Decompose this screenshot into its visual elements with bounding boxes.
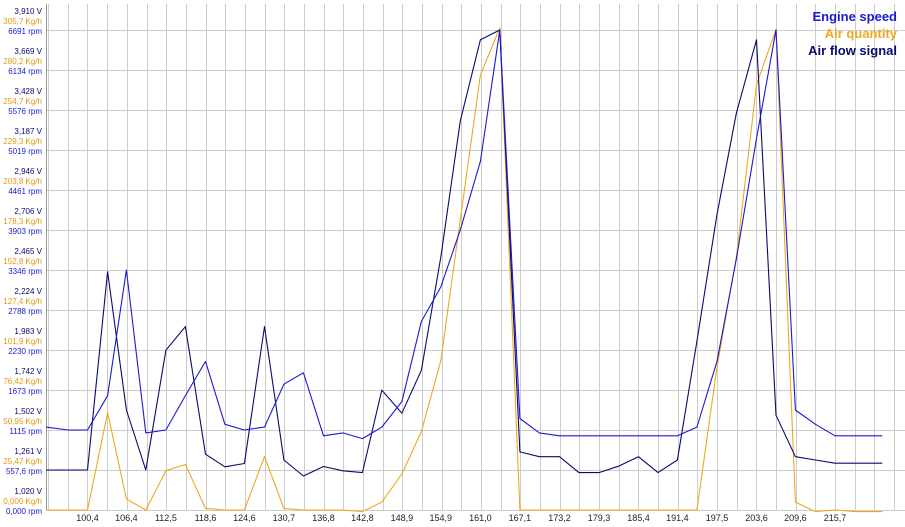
y-tick-engine-speed: 1673 rpm [8, 387, 42, 396]
y-tick-engine-speed: 2788 rpm [8, 307, 42, 316]
x-tick-label: 215,7 [824, 513, 847, 523]
y-tick-voltage: 1,261 V [14, 447, 42, 456]
y-tick-voltage: 1,502 V [14, 407, 42, 416]
x-tick-label: 197,5 [706, 513, 729, 523]
y-tick-voltage: 2,946 V [14, 167, 42, 176]
y-tick-voltage: 3,428 V [14, 87, 42, 96]
x-tick-label: 106,4 [115, 513, 138, 523]
x-tick-label: 173,2 [548, 513, 571, 523]
y-tick-voltage: 2,465 V [14, 247, 42, 256]
x-tick-label: 203,6 [745, 513, 768, 523]
x-tick-label: 130,7 [273, 513, 296, 523]
x-tick-label: 191,4 [666, 513, 689, 523]
y-tick-air-quantity: 101,9 Kg/h [3, 337, 42, 346]
x-tick-label: 148,9 [391, 513, 414, 523]
y-tick-voltage: 3,187 V [14, 127, 42, 136]
y-tick-voltage: 1,020 V [14, 487, 42, 496]
series-air-flow-signal [46, 29, 883, 477]
y-tick-air-quantity: 76,42 Kg/h [3, 377, 42, 386]
y-tick-air-quantity: 229,3 Kg/h [3, 137, 42, 146]
legend-engine-speed: Engine speed [812, 9, 897, 24]
y-tick-voltage: 2,706 V [14, 207, 42, 216]
y-tick-air-quantity: 178,3 Kg/h [3, 217, 42, 226]
grid [46, 4, 905, 511]
x-axis-labels: 100,4 106,4 112,5 118,6 124,6 130,7 136,8 142,8… [76, 513, 846, 523]
y-tick-engine-speed: 0,000 rpm [6, 507, 42, 516]
x-tick-label: 179,3 [588, 513, 611, 523]
y-tick-voltage: 3,910 V [14, 7, 42, 16]
y-tick-engine-speed: 5019 rpm [8, 147, 42, 156]
y-tick-engine-speed: 557,6 rpm [6, 467, 42, 476]
x-tick-label: 124,6 [233, 513, 256, 523]
x-tick-label: 112,5 [155, 513, 177, 523]
y-tick-air-quantity: 0,000 Kg/h [3, 497, 42, 506]
x-tick-label: 100,4 [76, 513, 99, 523]
y-tick-voltage: 1,742 V [14, 367, 42, 376]
x-tick-label: 161,0 [469, 513, 492, 523]
y-tick-voltage: 2,224 V [14, 287, 42, 296]
x-tick-label: 136,8 [312, 513, 335, 523]
x-tick-label: 118,6 [195, 513, 217, 523]
y-tick-engine-speed: 3903 rpm [8, 227, 42, 236]
y-tick-engine-speed: 6134 rpm [8, 67, 42, 76]
y-tick-air-quantity: 50,95 Kg/h [3, 417, 42, 426]
y-tick-engine-speed: 6691 rpm [8, 27, 42, 36]
y-tick-engine-speed: 2230 rpm [8, 347, 42, 356]
y-axis-labels: 1,020 V0,000 Kg/h0,000 rpm 1,261 V25,47 K… [3, 7, 42, 516]
y-tick-engine-speed: 5576 rpm [8, 107, 42, 116]
y-tick-air-quantity: 280,2 Kg/h [3, 57, 42, 66]
y-tick-engine-speed: 1115 rpm [9, 427, 42, 436]
legend-air-quantity: Air quantity [825, 26, 898, 41]
y-tick-air-quantity: 152,8 Kg/h [3, 257, 42, 266]
series-lines [45, 27, 883, 513]
y-tick-voltage: 1,983 V [14, 327, 42, 336]
legend-air-flow-signal: Air flow signal [808, 43, 897, 58]
y-tick-air-quantity: 203,8 Kg/h [3, 177, 42, 186]
y-tick-air-quantity: 127,4 Kg/h [3, 297, 42, 306]
y-tick-air-quantity: 25,47 Kg/h [3, 457, 42, 466]
x-tick-label: 154,9 [430, 513, 453, 523]
x-tick-label: 209,6 [784, 513, 807, 523]
y-tick-engine-speed: 4461 rpm [8, 187, 42, 196]
x-tick-label: 167,1 [509, 513, 532, 523]
y-tick-voltage: 3,669 V [14, 47, 42, 56]
x-tick-label: 142,8 [351, 513, 374, 523]
y-tick-air-quantity: 305,7 Kg/h [3, 17, 42, 26]
x-tick-label: 185,4 [627, 513, 650, 523]
y-tick-air-quantity: 254,7 Kg/h [3, 97, 42, 106]
series-engine-speed [45, 29, 883, 440]
legend: Engine speed Air quantity Air flow signa… [808, 9, 898, 58]
y-tick-engine-speed: 3346 rpm [8, 267, 42, 276]
